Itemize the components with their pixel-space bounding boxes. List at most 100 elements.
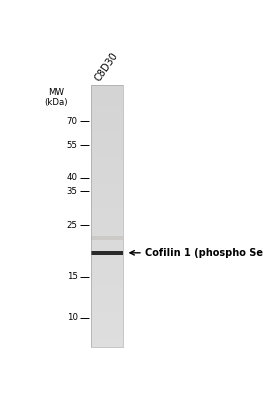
Bar — [91, 241, 123, 242]
Bar — [91, 330, 123, 331]
Text: 35: 35 — [67, 186, 78, 196]
Bar — [91, 238, 123, 240]
Bar — [91, 104, 123, 106]
Bar — [91, 174, 123, 175]
Bar — [91, 283, 123, 284]
Bar — [91, 145, 123, 146]
Bar — [91, 118, 123, 119]
Bar — [91, 285, 123, 286]
Bar — [91, 178, 123, 179]
Bar — [91, 122, 123, 123]
Bar — [91, 126, 123, 127]
Bar — [91, 112, 123, 114]
Bar — [91, 150, 123, 152]
Bar — [91, 89, 123, 90]
Bar — [91, 342, 123, 343]
Bar — [91, 213, 123, 214]
Bar — [91, 284, 123, 285]
Bar — [91, 218, 123, 220]
Bar — [91, 85, 123, 347]
Bar — [91, 188, 123, 190]
Bar — [91, 276, 123, 277]
Bar — [91, 130, 123, 131]
Bar — [91, 286, 123, 288]
Bar — [91, 343, 123, 344]
Bar — [91, 246, 123, 247]
Bar — [91, 123, 123, 124]
Bar — [91, 120, 123, 122]
Bar — [91, 99, 123, 101]
Bar — [91, 328, 123, 330]
Bar — [91, 124, 123, 126]
Bar — [91, 320, 123, 322]
Bar — [91, 258, 123, 259]
Text: 25: 25 — [67, 220, 78, 230]
Bar — [91, 272, 123, 274]
Bar — [91, 132, 123, 133]
Bar — [91, 173, 123, 174]
Bar — [91, 271, 123, 272]
Bar — [91, 275, 123, 276]
Text: MW
(kDa): MW (kDa) — [44, 88, 68, 107]
Bar — [91, 251, 123, 252]
Bar — [91, 331, 123, 332]
Bar — [91, 240, 123, 241]
Bar — [91, 324, 123, 326]
Bar — [91, 344, 123, 346]
Bar — [91, 300, 123, 301]
Bar — [91, 309, 123, 310]
Bar — [91, 175, 123, 176]
Bar — [91, 214, 123, 216]
Bar — [91, 297, 123, 298]
Bar — [91, 315, 123, 317]
Bar — [91, 157, 123, 158]
Bar — [91, 207, 123, 208]
Bar — [91, 156, 123, 157]
Bar — [91, 179, 123, 180]
Bar — [91, 97, 123, 98]
Bar — [91, 274, 123, 275]
Bar — [91, 90, 123, 92]
Bar — [91, 96, 123, 97]
Bar — [91, 148, 123, 149]
Bar — [91, 228, 123, 229]
Bar — [91, 310, 123, 312]
Bar — [91, 203, 123, 204]
Bar — [91, 136, 123, 137]
Bar — [91, 255, 123, 256]
Bar — [91, 288, 123, 289]
Bar — [91, 141, 123, 142]
Bar — [91, 256, 123, 258]
Text: 55: 55 — [67, 141, 78, 150]
Bar — [91, 200, 123, 202]
Bar — [91, 168, 123, 169]
Bar — [91, 302, 123, 304]
Bar — [91, 226, 123, 228]
Bar — [91, 154, 123, 156]
Bar — [91, 277, 123, 279]
Bar — [91, 327, 123, 328]
Bar — [91, 164, 123, 165]
Bar — [91, 169, 123, 170]
Bar — [91, 281, 123, 283]
Bar — [91, 260, 123, 262]
Bar — [91, 280, 123, 281]
Bar — [91, 153, 123, 154]
Bar — [91, 183, 123, 184]
Bar — [91, 334, 123, 335]
Bar — [91, 242, 123, 243]
Bar — [91, 106, 123, 107]
Bar — [91, 237, 123, 238]
Bar — [91, 236, 123, 237]
Bar — [91, 266, 123, 267]
Bar — [91, 194, 123, 195]
Text: 70: 70 — [67, 116, 78, 126]
Bar — [91, 140, 123, 141]
Bar — [91, 305, 123, 306]
Bar — [91, 317, 123, 318]
Bar — [91, 85, 123, 86]
Bar — [91, 205, 123, 207]
Bar — [91, 217, 123, 218]
Bar — [91, 86, 123, 88]
Bar — [91, 171, 123, 173]
